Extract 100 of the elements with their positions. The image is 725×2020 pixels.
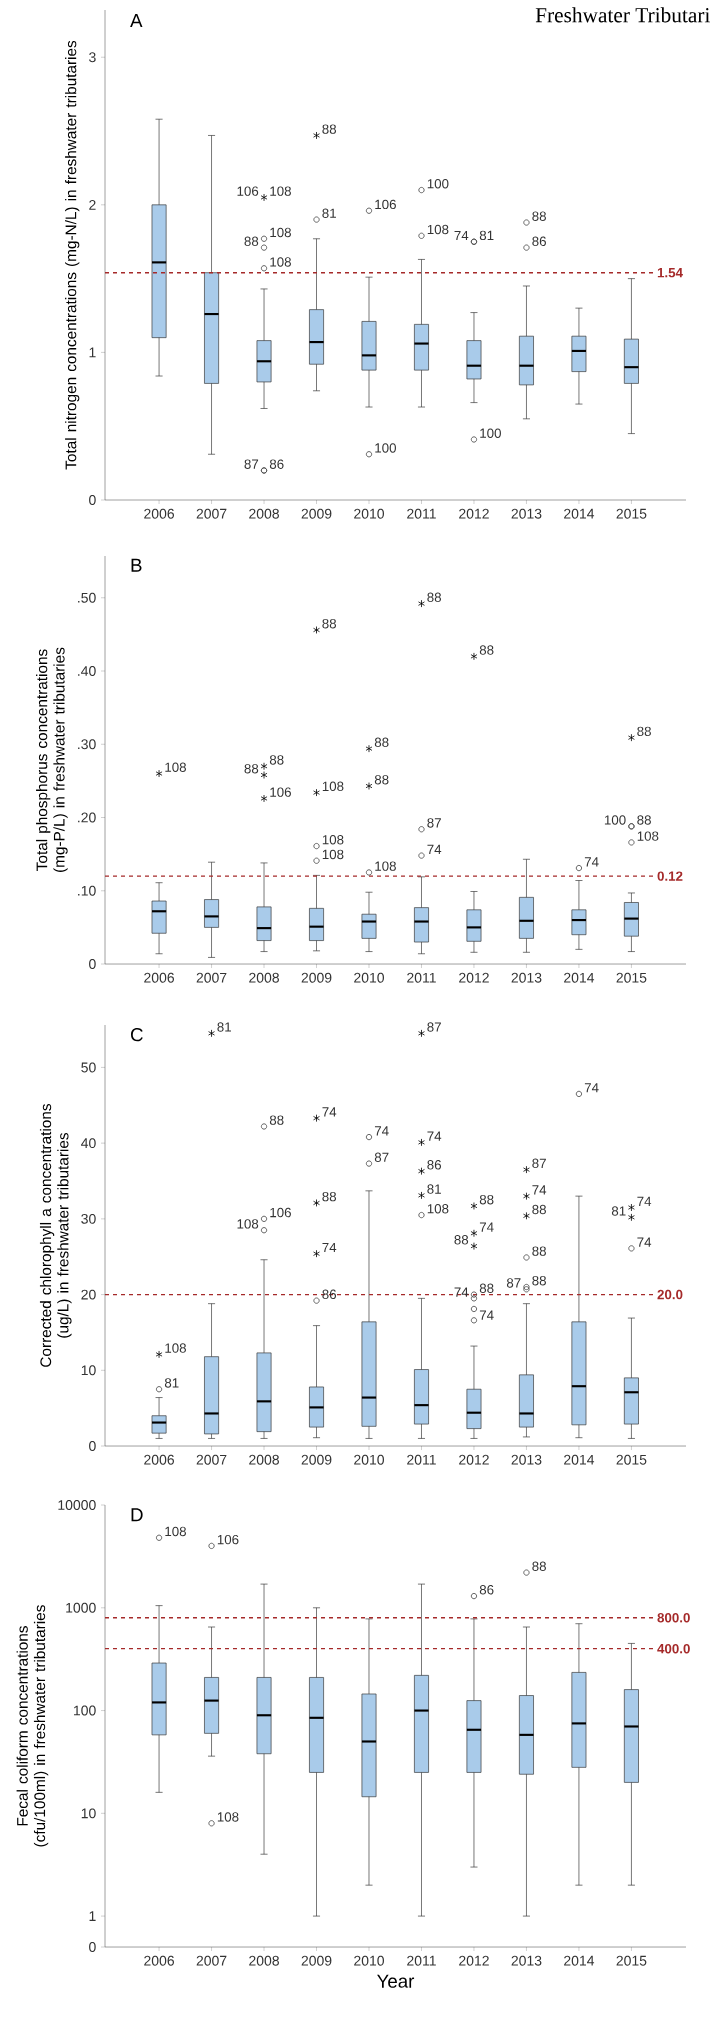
x-tick-label: 2006 [144, 508, 175, 519]
annotation: 88 [637, 726, 651, 737]
x-tick-label: 2013 [511, 1955, 542, 1966]
point [260, 794, 268, 803]
y-tick-label: 3 [89, 52, 96, 63]
point [418, 232, 425, 239]
annotation: 108 [427, 1204, 449, 1214]
annotation: 108 [217, 1812, 239, 1822]
x-tick-label: 2006 [144, 972, 175, 983]
point [628, 1213, 635, 1222]
point [313, 1199, 320, 1207]
point [418, 1191, 425, 1200]
point [628, 839, 635, 846]
y-tick-label: 0 [89, 1942, 96, 1952]
y-tick-label: 1000 [66, 1602, 96, 1613]
point [365, 744, 373, 753]
x-tick-label: 2015 [616, 1454, 647, 1465]
y-tick-label: .10 [78, 885, 96, 896]
y-tick-label: 50 [81, 1062, 96, 1073]
chart-title: D [131, 1508, 143, 1522]
y-tick-label: 1 [89, 1911, 96, 1921]
x-tick-label: 2009 [301, 508, 332, 519]
chart-title: A [130, 14, 143, 27]
point [628, 733, 635, 742]
annotation: 88 [479, 1283, 494, 1293]
annotation: 74 [584, 1083, 599, 1093]
annotation: 88 [479, 645, 494, 655]
point [313, 1297, 320, 1304]
x-tick-label: 2006 [144, 1454, 175, 1465]
point [313, 1114, 320, 1123]
annotation: 108 [237, 1219, 259, 1229]
point [418, 826, 425, 833]
y-tick-label: 100 [74, 1705, 96, 1716]
x-tick-label: 2008 [249, 508, 279, 519]
annotation: 100 [480, 428, 501, 438]
y-tick-label: 1 [89, 347, 96, 358]
point [365, 1160, 373, 1167]
annotation: 88 [532, 211, 546, 221]
annotation: 86 [479, 1585, 494, 1595]
annotation: 108 [165, 762, 186, 772]
x-tick-label: 2011 [407, 1454, 436, 1465]
annotation: 74 [584, 857, 599, 867]
point [260, 235, 268, 242]
annotation: 81 [322, 208, 336, 218]
x-tick-label: 2007 [196, 972, 227, 983]
y-axis-title: Fecal coliform concentrations (cfu/100ml) in freshwater tributaries [16, 1605, 49, 1847]
annotation: 88 [322, 1191, 337, 1202]
x-tick-label: 2014 [564, 972, 595, 983]
x-tick-label: 2012 [459, 972, 489, 983]
point [523, 219, 530, 226]
point [208, 1542, 215, 1549]
annotation: 100 [375, 443, 396, 453]
annotation: 108 [427, 224, 449, 235]
annotation: 108 [322, 835, 344, 845]
ref-line-label: 0.12 [657, 871, 683, 881]
x-tick-label: 2014 [564, 1955, 595, 1966]
annotation: 74 [454, 230, 469, 241]
point [470, 1593, 478, 1600]
point [313, 857, 320, 864]
point [365, 782, 373, 790]
x-tick-label: 2009 [301, 972, 332, 983]
point [155, 1350, 163, 1359]
x-tick-label: 2010 [354, 508, 385, 519]
annotation: 106 [270, 787, 291, 797]
point [575, 1090, 582, 1097]
annotation: 81 [611, 1206, 626, 1216]
y-axis-title: Total phosphorus concentrations (mg-P/L) in freshwater tributaries [36, 647, 68, 872]
annotation: 74 [322, 1107, 337, 1117]
point [313, 788, 320, 797]
point [155, 769, 163, 778]
x-tick-label: 2007 [196, 1454, 227, 1465]
annotation: 81 [427, 1184, 441, 1194]
point [155, 1534, 163, 1541]
annotation: 88 [532, 1275, 546, 1286]
annotation: 87 [244, 459, 259, 469]
x-tick-label: 2009 [301, 1454, 332, 1465]
point [313, 626, 320, 634]
x-tick-label: 2013 [511, 508, 542, 519]
annotation: 88 [532, 1561, 546, 1571]
annotation: 86 [269, 459, 284, 469]
point [418, 599, 425, 608]
y-tick-label: 40 [81, 1138, 96, 1149]
point [470, 1317, 478, 1324]
annotation: 108 [165, 1526, 186, 1537]
point [260, 1227, 268, 1234]
x-tick-label: 2010 [354, 1454, 385, 1465]
x-tick-label: 2008 [249, 1955, 279, 1966]
point [418, 1167, 425, 1176]
point [470, 1291, 478, 1298]
x-tick-label: 2012 [459, 508, 489, 519]
x-tick-label: 2009 [301, 1955, 332, 1966]
annotation: 88 [374, 737, 389, 748]
point [313, 216, 320, 223]
point [260, 193, 268, 202]
x-tick-label: 2011 [407, 508, 436, 519]
point [418, 1138, 425, 1147]
point [365, 207, 373, 214]
annotation: 74 [479, 1310, 494, 1320]
y-tick-label: .20 [78, 812, 96, 823]
ref-line-label: 20.0 [657, 1289, 683, 1300]
